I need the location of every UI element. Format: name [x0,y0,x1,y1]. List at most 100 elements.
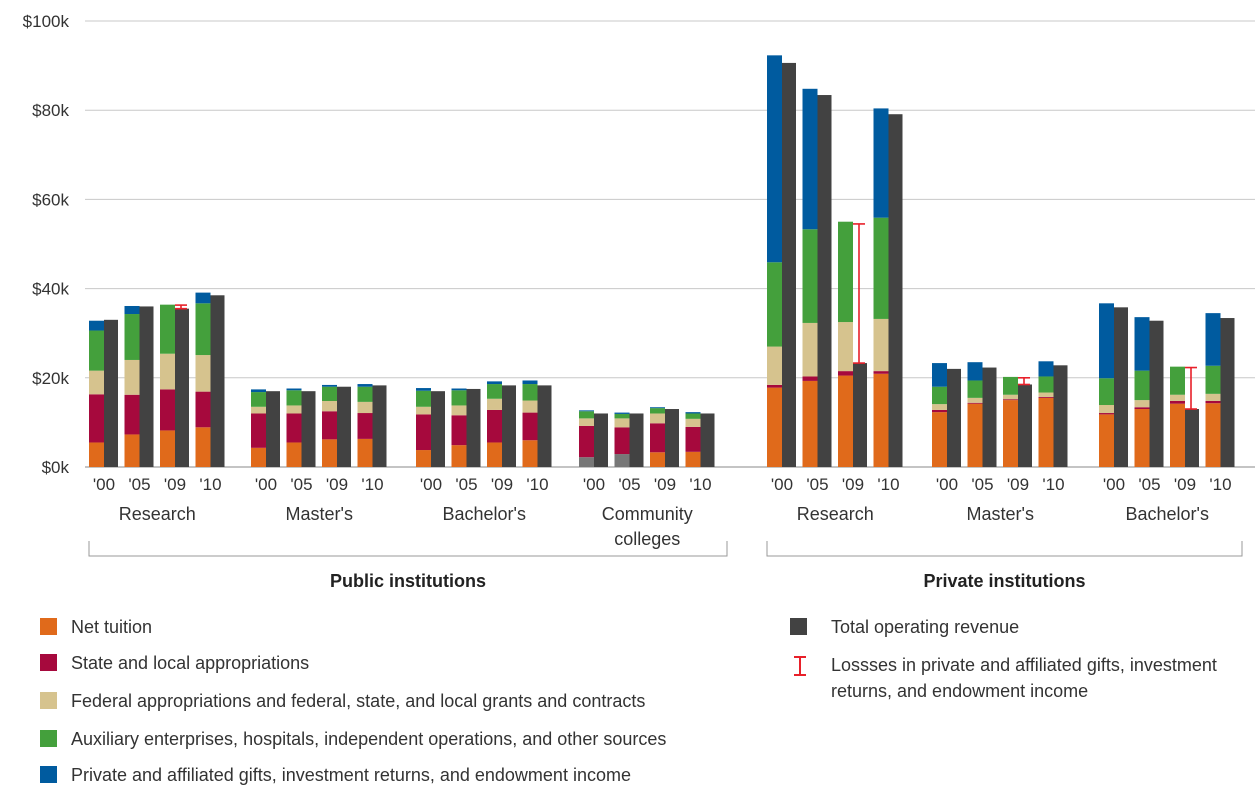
group-label: Bachelor's [443,504,526,524]
bar-segment-state-local [579,425,594,458]
bar-segment-federal [1205,393,1221,401]
bar-total-operating-revenue [982,367,997,467]
legend-swatch-auxiliary [40,730,57,747]
legend-swatch-private-gifts [40,766,57,783]
bar-segment-net-tuition [522,440,538,467]
y-axis: $0k $20k $40k $60k $80k $100k [23,12,70,477]
bar-segment-net-tuition [416,450,431,467]
x-tick-label-year: '00 [583,475,605,494]
bar-segment-state-local [286,413,302,443]
bar-segment-net-tuition [967,403,983,467]
bar-segment-private-gifts [322,384,337,387]
x-tick-label-year: '09 [654,475,676,494]
bar-segment-auxiliary [685,413,701,419]
section-bracket [88,541,728,557]
y-tick-label: $80k [32,101,69,120]
legend-label-state-local: State and local appropriations [71,653,310,673]
bar-segment-state-local [160,389,175,431]
bar-segment-private-gifts [286,388,302,391]
bar-segment-net-tuition [1003,400,1018,467]
bar-segment-auxiliary [614,413,630,419]
bar-segment-state-local [522,412,538,441]
bar-segment-net-tuition [685,451,701,467]
bar-total-operating-revenue [1114,307,1128,467]
bar-segment-auxiliary [124,314,140,360]
bar-total-operating-revenue [629,413,644,467]
bar-total-operating-revenue [104,319,118,467]
legend-label-losses: Lossses in private and affiliated gifts,… [831,655,1217,701]
bar-segment-state-local [767,384,782,388]
bar-segment-net-tuition [1134,409,1150,467]
bar-segment-state-local [685,426,701,452]
bar-total-operating-revenue [1018,384,1032,467]
bar-segment-state-local [614,427,630,455]
bar-segment-federal [124,359,140,395]
x-tick-label-year: '00 [936,475,958,494]
bar-segment-auxiliary [251,392,266,407]
bar-segment-net-tuition [251,447,266,467]
bar-total-operating-revenue [888,114,903,468]
bar-segment-federal [286,405,302,414]
bar-segment-private-gifts [767,55,782,263]
bar-segment-private-gifts [195,292,211,304]
group-label: Research [797,504,874,524]
legend-swatch-federal [40,692,57,709]
bar-segment-federal [1038,392,1054,397]
group-label: Master's [286,504,353,524]
bar-segment-federal [451,405,467,416]
bar-segment-net-tuition [322,439,337,467]
x-tick-label-year: '05 [1138,475,1160,494]
bar-segment-auxiliary [89,330,104,371]
bar-segment-private-gifts [932,363,947,387]
bar-segment-state-local [1003,399,1018,401]
x-tick-label-year: '09 [842,475,864,494]
bar-segment-private-gifts [802,88,818,230]
bar-segment-auxiliary [1205,365,1221,394]
x-axis: '00'05'09'10Research'00'05'09'10Master's… [88,475,1243,591]
bar-segment-state-local [1134,407,1150,410]
legend-label-net-tuition: Net tuition [71,617,153,637]
bar-segment-federal [967,397,983,403]
y-tick-label: $20k [32,369,69,388]
bar-segment-net-tuition [286,442,302,467]
bar-segment-auxiliary [873,217,889,319]
bar-total-operating-revenue [853,363,867,467]
bar-segment-federal [802,322,818,377]
bar-segment-auxiliary [767,262,782,347]
bar-segment-federal [416,406,431,415]
bar-total-operating-revenue [1149,320,1164,467]
bar-segment-state-local [322,411,337,440]
bar-segment-state-local [124,394,140,435]
bar-segment-auxiliary [522,384,538,401]
x-tick-label-year: '09 [326,475,348,494]
bar-segment-state-local [451,415,467,446]
bar-segment-federal [685,418,701,427]
x-tick-label-year: '09 [491,475,513,494]
bar-total-operating-revenue [175,308,189,467]
bar-segment-state-local [873,371,889,374]
bar-total-operating-revenue [817,95,832,467]
bar-segment-state-local [1099,413,1114,415]
bar-segment-net-tuition [1099,414,1114,467]
bar-segment-state-local [1205,400,1221,404]
bar-total-operating-revenue [466,388,481,467]
bar-total-operating-revenue [1053,365,1068,467]
bar-segment-auxiliary [487,384,502,399]
bar-segment-state-local [487,409,502,443]
bar-segment-auxiliary [1134,370,1150,401]
bar-segment-auxiliary [802,229,818,323]
x-tick-label-year: '09 [164,475,186,494]
error-bar-icon [794,656,806,676]
x-tick-label-year: '10 [877,475,899,494]
bar-segment-net-tuition [1038,397,1054,467]
bar-segment-private-gifts [89,320,104,331]
legend-swatch-net-tuition [40,618,57,635]
x-tick-label-year: '09 [1174,475,1196,494]
bar-segment-auxiliary [416,390,431,407]
bar-segment-private-gifts [357,384,373,387]
bar-segment-federal [767,346,782,385]
bar-total-operating-revenue [266,391,280,467]
bar-segment-federal [614,418,630,428]
bar-segment-net-tuition [487,442,502,467]
legend-label-private-gifts: Private and affiliated gifts, investment… [71,765,631,785]
